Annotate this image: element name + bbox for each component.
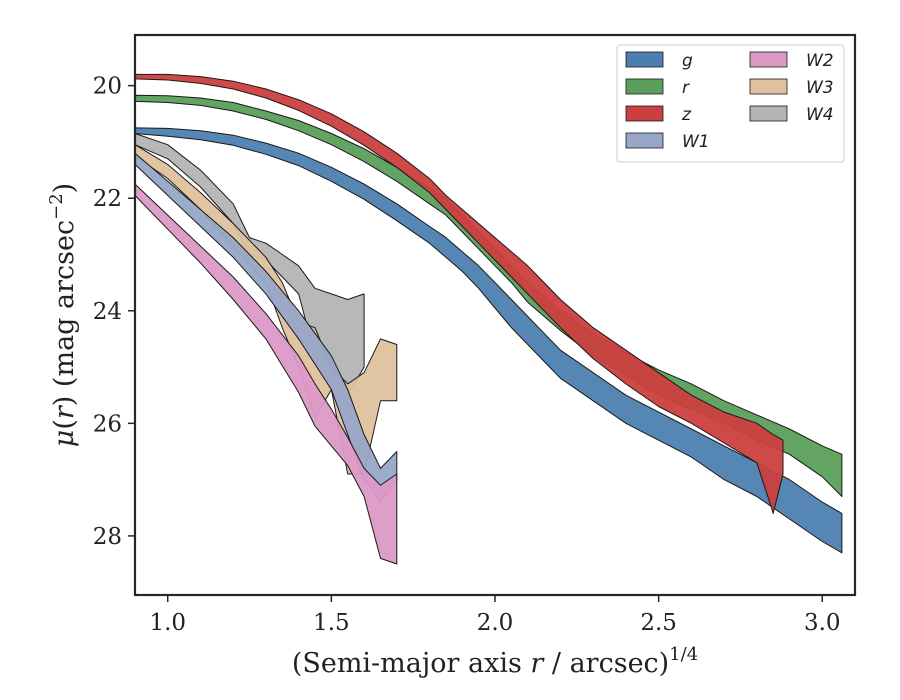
y-axis-title: μ(r) (mag arcsec−2) <box>46 183 80 447</box>
legend-frame <box>616 44 845 163</box>
band-g <box>134 127 843 554</box>
legend-swatch-z <box>625 105 664 122</box>
x-tick-label: 2.5 <box>640 610 677 636</box>
bands-layer <box>134 73 843 565</box>
x-tick-label: 2.0 <box>477 610 514 636</box>
x-tick-label: 3.0 <box>804 610 841 636</box>
band-z <box>134 73 784 514</box>
legend-swatch-w1 <box>625 132 664 149</box>
legend-swatch-g <box>625 51 664 68</box>
x-axis-title: (Semi-major axis r / arcsec)1/4 <box>292 644 698 679</box>
legend-label-w3: W3 <box>806 78 834 98</box>
band-w2 <box>134 183 398 565</box>
legend-label-w2: W2 <box>806 51 834 71</box>
legend-label-g: g <box>682 51 693 71</box>
legend-swatch-w2 <box>749 51 788 68</box>
y-tick-label: 24 <box>93 299 122 325</box>
legend: grz W1 W2 W3 W4 <box>616 44 845 163</box>
legend-swatch-w4 <box>749 105 788 122</box>
x-tick-label: 1.0 <box>149 610 186 636</box>
ticks-layer: 1.0 1.5 2.0 2.5 3.0 20 22 24 26 28 <box>93 74 841 636</box>
legend-label-r: r <box>682 78 690 98</box>
y-tick-label: 22 <box>93 186 122 212</box>
legend-label-w1: W1 <box>682 132 710 152</box>
legend-swatch-r <box>625 78 664 95</box>
y-tick-label: 20 <box>93 74 122 100</box>
y-tick-label: 28 <box>93 524 122 550</box>
legend-label-w4: W4 <box>806 105 834 125</box>
y-tick-label: 26 <box>93 411 122 437</box>
legend-swatch-w3 <box>749 78 788 95</box>
legend-label-z: z <box>681 105 692 125</box>
x-tick-label: 1.5 <box>313 610 350 636</box>
